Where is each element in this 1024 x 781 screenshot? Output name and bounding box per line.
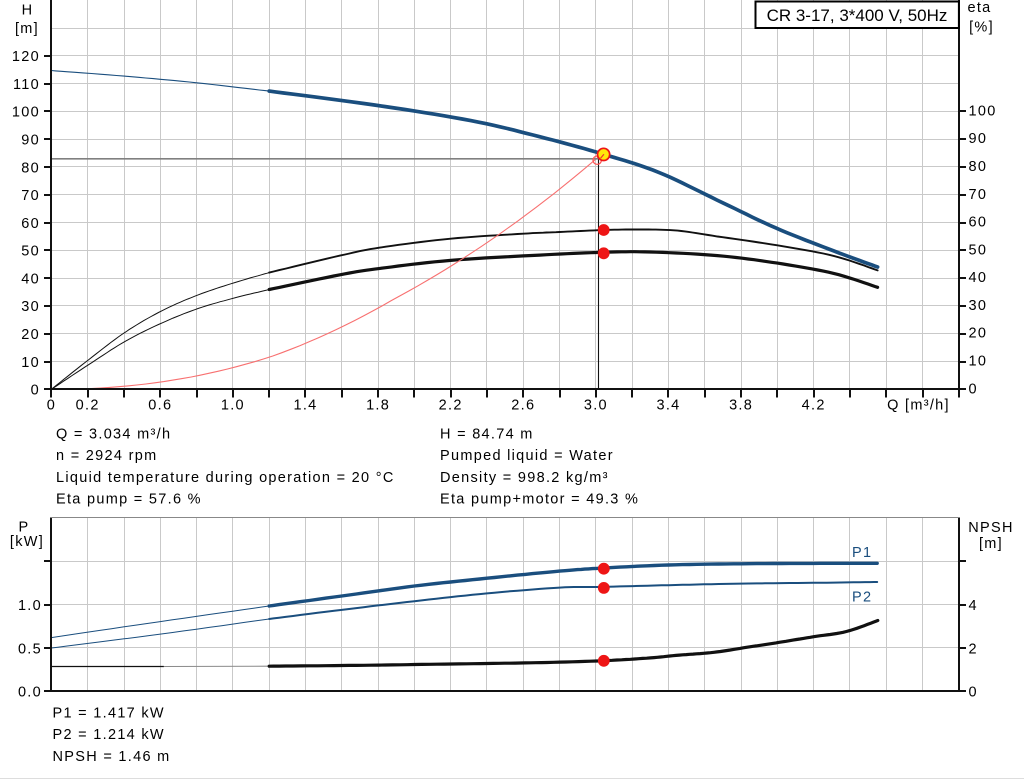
svg-text:3.4: 3.4 [656,398,680,414]
svg-text:P1 = 1.417 kW: P1 = 1.417 kW [53,705,165,721]
svg-text:2.2: 2.2 [439,398,463,414]
svg-text:0.6: 0.6 [148,398,172,414]
svg-text:0: 0 [969,685,978,701]
svg-text:Density = 998.2 kg/m³: Density = 998.2 kg/m³ [440,470,609,486]
svg-text:30: 30 [21,299,40,315]
svg-text:20: 20 [21,327,40,343]
svg-text:1.8: 1.8 [366,398,390,414]
svg-text:70: 70 [21,188,40,204]
svg-text:2.6: 2.6 [511,398,535,414]
svg-text:0.0: 0.0 [18,685,42,701]
svg-text:0.2: 0.2 [76,398,100,414]
svg-text:50: 50 [969,242,988,258]
svg-text:[m]: [m] [979,536,1003,552]
svg-text:10: 10 [21,355,40,371]
svg-text:NPSH = 1.46 m: NPSH = 1.46 m [53,749,171,765]
svg-text:120: 120 [12,49,40,65]
svg-text:P2: P2 [852,590,872,606]
svg-text:1.4: 1.4 [293,398,317,414]
svg-text:40: 40 [21,271,40,287]
svg-text:0: 0 [31,383,40,399]
svg-text:eta: eta [967,0,991,16]
svg-text:100: 100 [12,105,40,121]
svg-text:2: 2 [969,641,978,657]
svg-text:100: 100 [969,103,997,119]
svg-text:90: 90 [969,131,988,147]
svg-text:[m]: [m] [15,21,39,37]
svg-text:30: 30 [969,298,988,314]
svg-text:3.8: 3.8 [729,398,753,414]
svg-text:CR 3-17, 3*400 V, 50Hz: CR 3-17, 3*400 V, 50Hz [767,6,948,25]
svg-text:1.0: 1.0 [221,398,245,414]
svg-text:80: 80 [21,160,40,176]
svg-text:4: 4 [969,598,978,614]
svg-text:0.5: 0.5 [18,641,42,657]
svg-text:0: 0 [47,398,56,414]
svg-text:Eta pump+motor = 49.3 %: Eta pump+motor = 49.3 % [440,492,639,508]
svg-text:90: 90 [21,133,40,149]
svg-text:P1: P1 [852,545,872,561]
svg-text:P2 = 1.214 kW: P2 = 1.214 kW [53,727,165,743]
svg-text:Pumped liquid = Water: Pumped liquid = Water [440,448,614,464]
svg-text:Q = 3.034 m³/h: Q = 3.034 m³/h [56,427,171,443]
svg-text:20: 20 [969,326,988,342]
svg-text:H = 84.74 m: H = 84.74 m [440,427,534,443]
svg-text:P: P [19,520,30,536]
svg-text:3.0: 3.0 [584,398,608,414]
svg-text:110: 110 [13,77,40,93]
svg-text:50: 50 [21,244,40,260]
svg-text:H: H [22,3,34,19]
svg-text:NPSH: NPSH [968,520,1014,536]
svg-text:Liquid temperature during oper: Liquid temperature during operation = 20… [56,470,395,486]
svg-text:10: 10 [969,354,988,370]
svg-text:[%]: [%] [969,20,994,36]
svg-text:60: 60 [969,215,988,231]
svg-text:Eta pump = 57.6 %: Eta pump = 57.6 % [56,492,202,508]
svg-text:80: 80 [969,159,988,175]
svg-text:n = 2924 rpm: n = 2924 rpm [56,448,157,464]
svg-text:0: 0 [969,381,978,397]
svg-text:1.0: 1.0 [18,598,42,614]
svg-text:[kW]: [kW] [10,534,44,550]
svg-text:4.2: 4.2 [802,398,826,414]
svg-text:60: 60 [21,216,40,232]
svg-text:40: 40 [969,270,988,286]
svg-text:Q [m³/h]: Q [m³/h] [887,398,950,414]
svg-text:70: 70 [969,187,988,203]
